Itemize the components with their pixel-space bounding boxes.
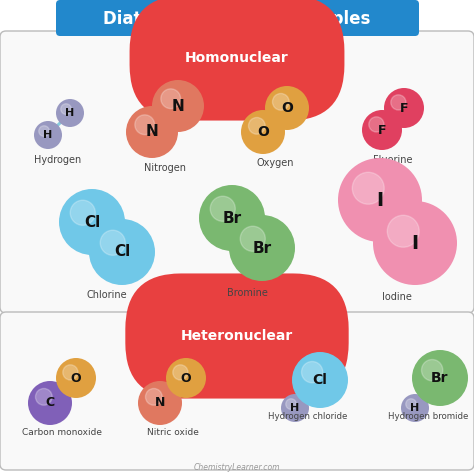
Text: Carbon monoxide: Carbon monoxide — [22, 428, 102, 437]
Circle shape — [384, 88, 424, 128]
Circle shape — [146, 389, 162, 405]
Text: ChemistryLearner.com: ChemistryLearner.com — [194, 463, 280, 472]
Text: Diatomic Molecule Examples: Diatomic Molecule Examples — [103, 10, 371, 28]
Circle shape — [281, 394, 309, 422]
Text: Br: Br — [222, 210, 242, 226]
Text: N: N — [155, 396, 165, 410]
Circle shape — [352, 172, 384, 204]
Text: O: O — [181, 372, 191, 384]
Circle shape — [199, 185, 265, 251]
Circle shape — [173, 365, 188, 380]
Circle shape — [126, 106, 178, 158]
Circle shape — [166, 358, 206, 398]
Text: N: N — [146, 125, 158, 139]
Text: Hydrogen chloride: Hydrogen chloride — [268, 412, 348, 421]
Circle shape — [89, 219, 155, 285]
Text: Bromine: Bromine — [227, 288, 267, 298]
Circle shape — [161, 89, 181, 109]
Circle shape — [286, 399, 296, 410]
Circle shape — [406, 399, 416, 410]
Text: Hydrogen: Hydrogen — [35, 155, 82, 165]
FancyBboxPatch shape — [0, 31, 474, 313]
Text: Iodine: Iodine — [382, 292, 412, 302]
Circle shape — [138, 381, 182, 425]
Text: N: N — [172, 99, 184, 113]
Text: H: H — [65, 108, 74, 118]
Text: H: H — [44, 130, 53, 140]
Circle shape — [273, 93, 289, 110]
Circle shape — [61, 104, 72, 114]
Text: Cl: Cl — [84, 215, 100, 229]
Circle shape — [100, 230, 125, 255]
Text: F: F — [378, 124, 386, 137]
Circle shape — [301, 362, 323, 383]
Text: H: H — [410, 403, 419, 413]
Text: Cl: Cl — [114, 245, 130, 259]
Text: Br: Br — [431, 371, 449, 385]
Text: Oxygen: Oxygen — [256, 158, 294, 168]
Text: O: O — [71, 372, 82, 384]
Circle shape — [373, 201, 457, 285]
Circle shape — [362, 110, 402, 150]
Text: O: O — [281, 101, 293, 115]
FancyBboxPatch shape — [56, 0, 419, 36]
Text: Chlorine: Chlorine — [87, 290, 128, 300]
Circle shape — [152, 80, 204, 132]
Circle shape — [387, 215, 419, 247]
Circle shape — [135, 115, 155, 135]
Text: I: I — [411, 234, 419, 253]
Circle shape — [56, 99, 84, 127]
Text: Nitrogen: Nitrogen — [144, 163, 186, 173]
Text: O: O — [257, 125, 269, 139]
Text: Cl: Cl — [312, 373, 328, 387]
Circle shape — [210, 196, 235, 221]
Text: Nitric oxide: Nitric oxide — [147, 428, 199, 437]
Text: Fluorine: Fluorine — [373, 155, 413, 165]
Circle shape — [241, 110, 285, 154]
Circle shape — [421, 359, 443, 381]
Circle shape — [36, 389, 52, 405]
Circle shape — [292, 352, 348, 408]
Circle shape — [401, 394, 429, 422]
Circle shape — [229, 215, 295, 281]
Circle shape — [391, 95, 406, 110]
Text: Br: Br — [253, 240, 272, 255]
Circle shape — [338, 158, 422, 242]
Circle shape — [59, 189, 125, 255]
Text: Hydrogen bromide: Hydrogen bromide — [388, 412, 468, 421]
Text: H: H — [291, 403, 300, 413]
Circle shape — [56, 358, 96, 398]
Text: C: C — [46, 396, 55, 410]
Text: Homonuclear: Homonuclear — [185, 51, 289, 65]
Circle shape — [369, 117, 384, 132]
Circle shape — [248, 118, 265, 134]
Circle shape — [28, 381, 72, 425]
Circle shape — [39, 126, 49, 137]
Text: I: I — [376, 191, 383, 210]
Circle shape — [63, 365, 78, 380]
Circle shape — [240, 226, 265, 251]
Circle shape — [265, 86, 309, 130]
Text: Heteronuclear: Heteronuclear — [181, 329, 293, 343]
Circle shape — [70, 200, 95, 225]
Text: F: F — [400, 101, 408, 115]
Circle shape — [34, 121, 62, 149]
Circle shape — [412, 350, 468, 406]
FancyBboxPatch shape — [0, 312, 474, 470]
